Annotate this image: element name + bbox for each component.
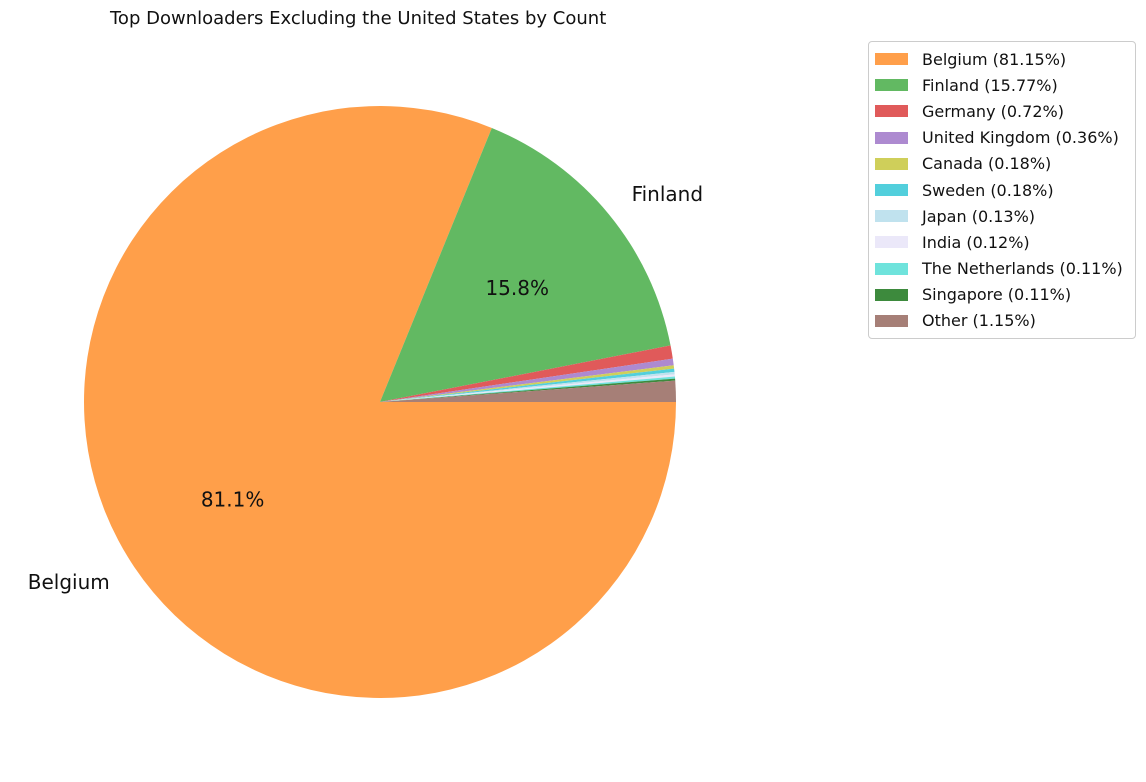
legend-swatch — [875, 314, 908, 327]
legend-label: Germany (0.72%) — [922, 101, 1064, 121]
legend-item-germany: Germany (0.72%) — [869, 98, 1135, 124]
pie-slices — [83, 105, 676, 698]
legend-label: Finland (15.77%) — [922, 75, 1058, 95]
pie-slice-united-kingdom — [380, 358, 674, 402]
legend-swatch — [875, 262, 908, 275]
legend-item-belgium: Belgium (81.15%) — [869, 46, 1135, 72]
legend-item-japan: Japan (0.13%) — [869, 203, 1135, 229]
legend-swatch — [875, 157, 908, 170]
legend-swatch — [875, 79, 908, 92]
legend-swatch — [875, 53, 908, 66]
pie-labels: 81.1% Belgium 15.8% Finland — [28, 182, 703, 594]
legend-label: Sweden (0.18%) — [922, 180, 1054, 200]
outer-label-belgium: Belgium — [28, 570, 110, 594]
legend-swatch — [875, 131, 908, 144]
pie-chart: 81.1% Belgium 15.8% Finland — [28, 105, 703, 698]
pie-slice-the-netherlands — [380, 376, 676, 402]
legend-swatch — [875, 210, 908, 223]
legend-item-the-netherlands: The Netherlands (0.11%) — [869, 256, 1135, 282]
pct-label-finland: 15.8% — [485, 276, 549, 300]
legend-label: Belgium (81.15%) — [922, 49, 1067, 69]
pie-slice-canada — [380, 365, 675, 402]
legend-swatch — [875, 236, 908, 249]
chart-title: Top Downloaders Excluding the United Sta… — [110, 8, 607, 29]
legend-item-india: India (0.12%) — [869, 229, 1135, 255]
pie-slice-japan — [380, 371, 675, 402]
pie-slice-belgium — [83, 105, 676, 698]
pie-slice-india — [380, 374, 675, 402]
legend-item-other: Other (1.15%) — [869, 308, 1135, 334]
legend-label: Singapore (0.11%) — [922, 285, 1072, 305]
pie-slice-germany — [380, 345, 673, 402]
legend-item-finland: Finland (15.77%) — [869, 72, 1135, 98]
legend-swatch — [875, 184, 908, 197]
legend-item-canada: Canada (0.18%) — [869, 151, 1135, 177]
legend-label: India (0.12%) — [922, 232, 1030, 252]
pie-slice-singapore — [380, 378, 676, 402]
pct-label-belgium: 81.1% — [201, 488, 265, 512]
pie-slice-sweden — [380, 368, 675, 402]
legend-item-united-kingdom: United Kingdom (0.36%) — [869, 125, 1135, 151]
legend: Belgium (81.15%) Finland (15.77%) Germany … — [868, 41, 1136, 340]
legend-label: The Netherlands (0.11%) — [922, 259, 1123, 279]
legend-swatch — [875, 288, 908, 301]
legend-label: Other (1.15%) — [922, 311, 1036, 331]
outer-label-finland: Finland — [632, 182, 703, 206]
legend-item-sweden: Sweden (0.18%) — [869, 177, 1135, 203]
legend-label: United Kingdom (0.36%) — [922, 128, 1119, 148]
legend-swatch — [875, 105, 908, 118]
legend-label: Canada (0.18%) — [922, 154, 1052, 174]
legend-item-singapore: Singapore (0.11%) — [869, 282, 1135, 308]
legend-label: Japan (0.13%) — [922, 206, 1036, 226]
pie-slice-other — [380, 380, 676, 402]
pie-slice-finland — [380, 127, 671, 403]
